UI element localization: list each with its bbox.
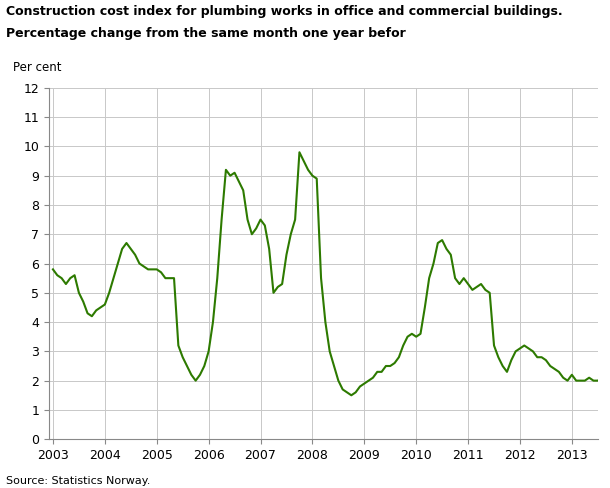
Text: Construction cost index for plumbing works in office and commercial buildings.: Construction cost index for plumbing wor…	[6, 5, 562, 18]
Text: Per cent: Per cent	[13, 61, 62, 74]
Text: Source: Statistics Norway.: Source: Statistics Norway.	[6, 476, 151, 486]
Text: Percentage change from the same month one year befor: Percentage change from the same month on…	[6, 27, 406, 40]
